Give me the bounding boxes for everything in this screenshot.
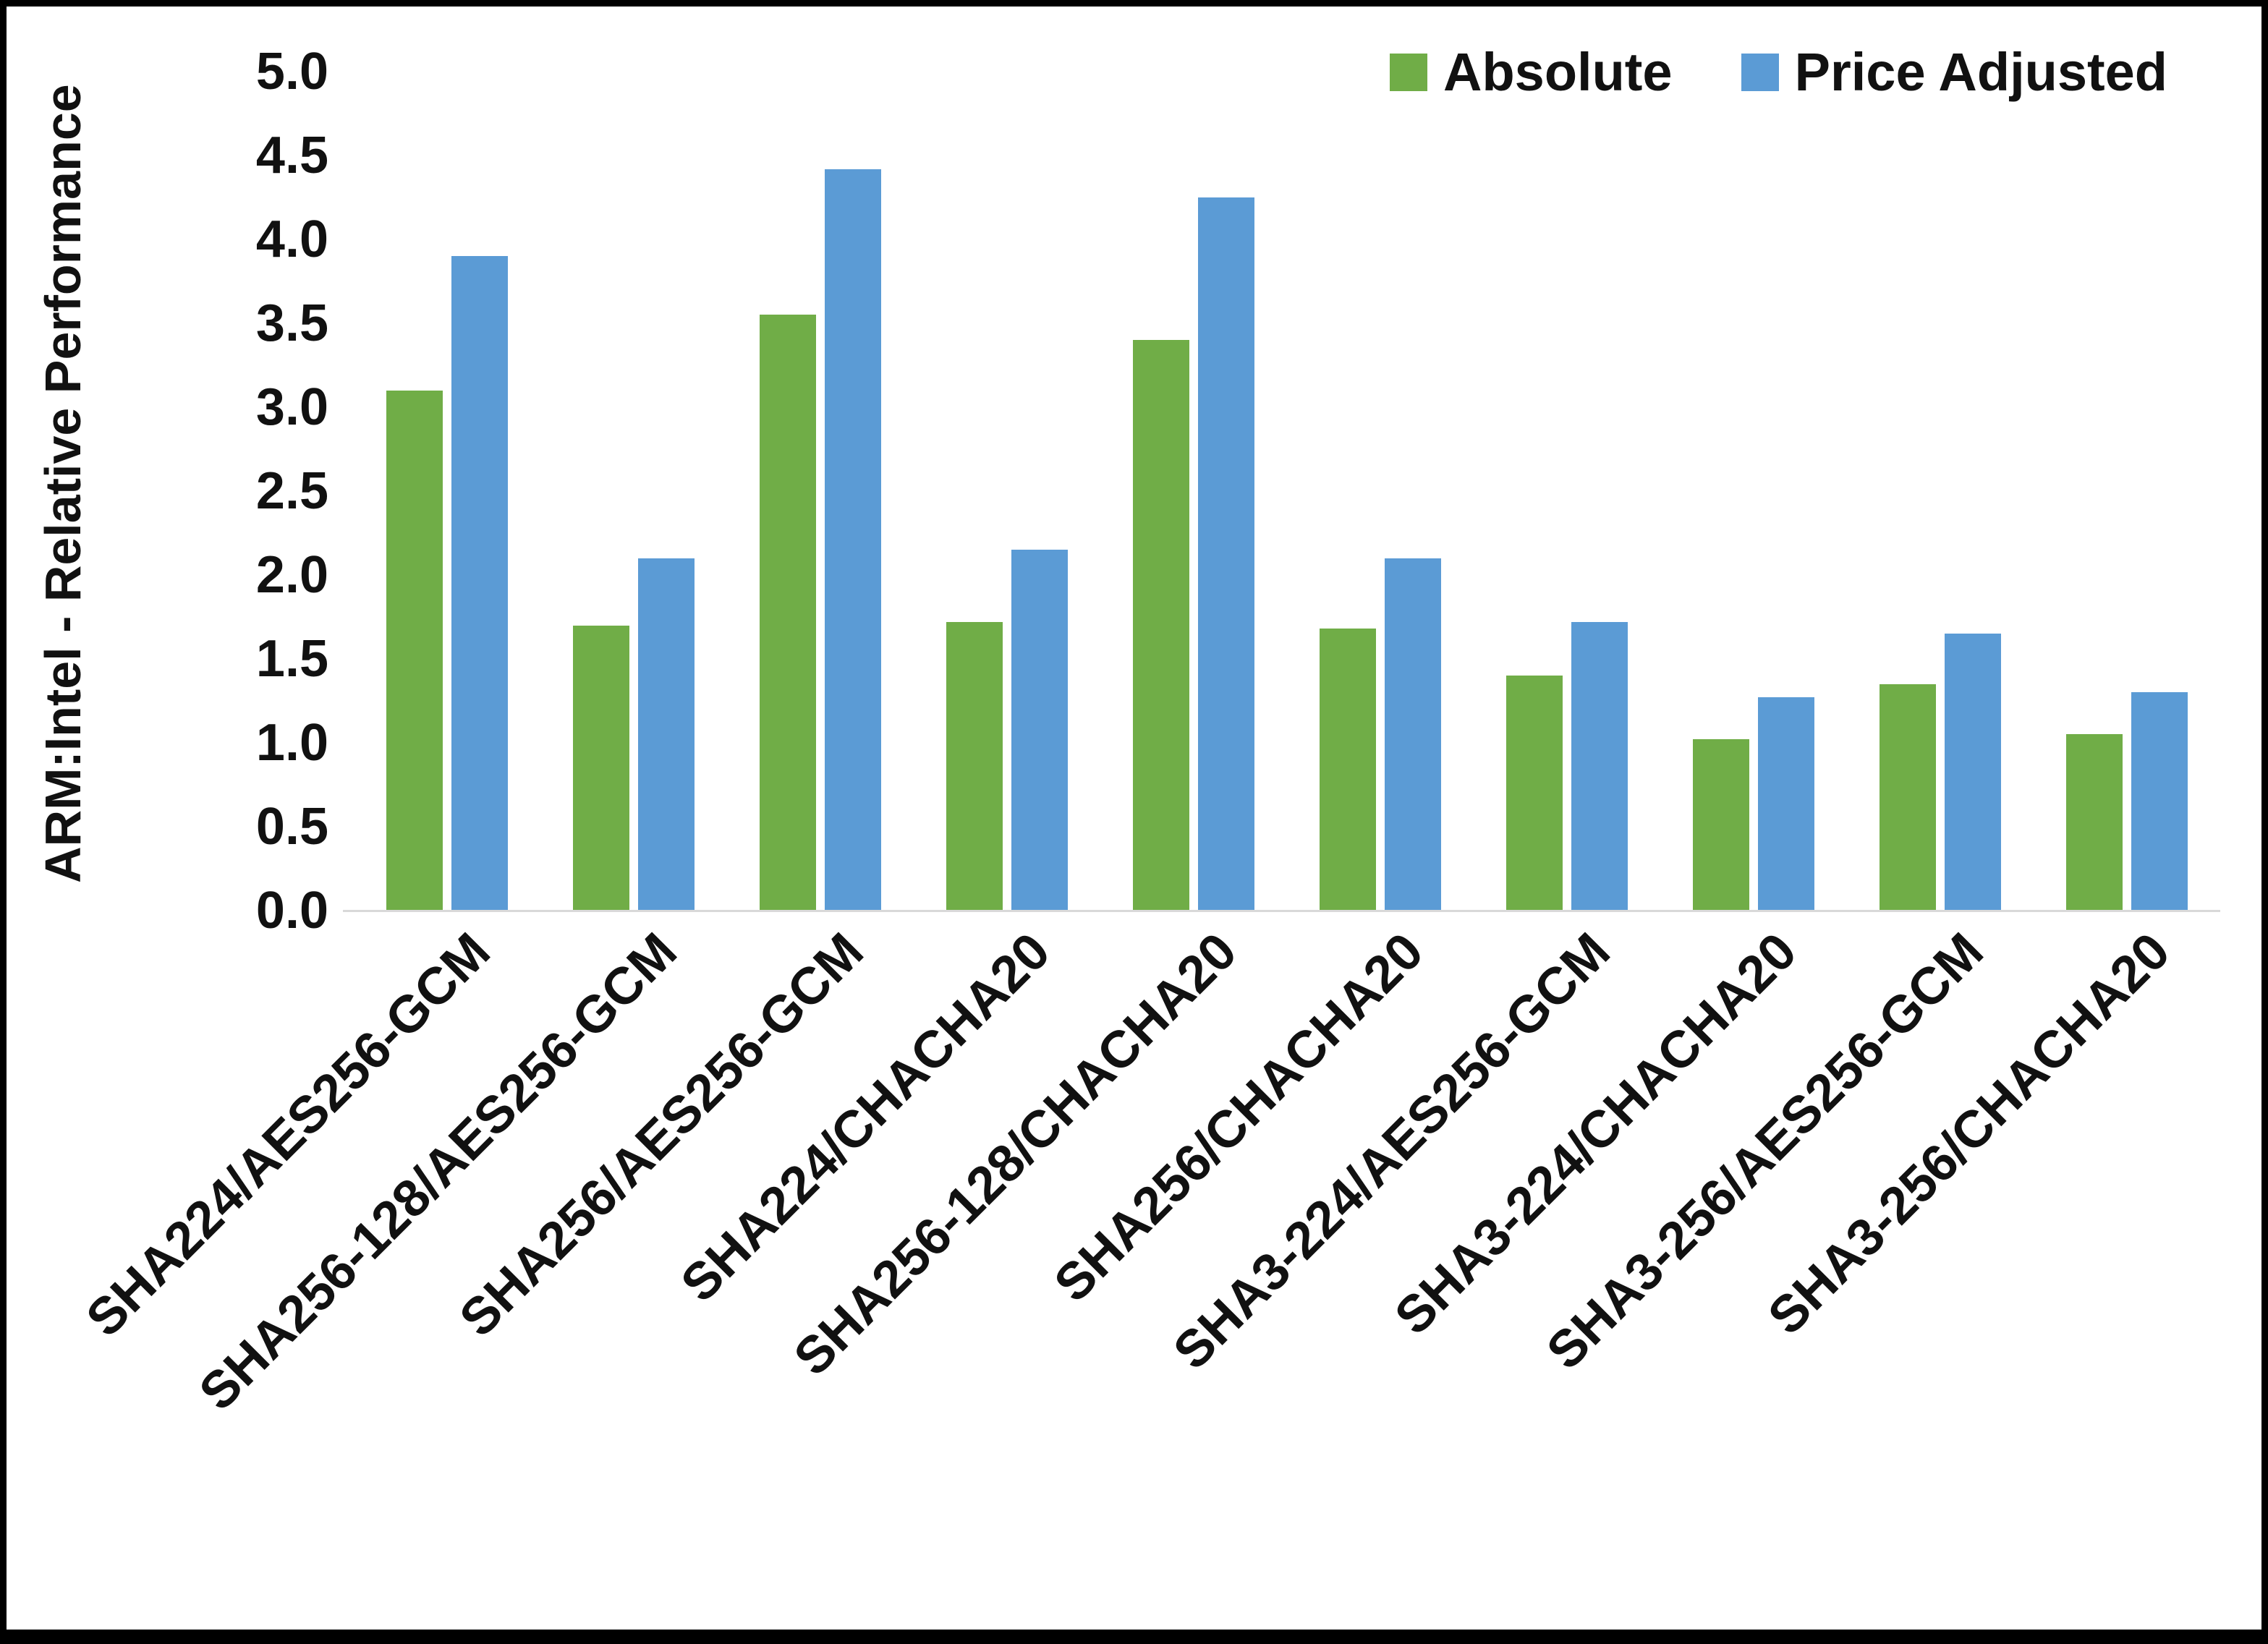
legend: Absolute Price Adjusted bbox=[1390, 41, 2167, 103]
bar-absolute bbox=[1693, 739, 1749, 911]
y-tick-label: 2.5 bbox=[255, 462, 328, 520]
legend-item: Absolute bbox=[1390, 41, 1673, 103]
y-tick-label: 5.0 bbox=[255, 43, 328, 101]
bar-absolute bbox=[946, 621, 1003, 911]
y-tick-label: 0.5 bbox=[255, 798, 328, 856]
bar-absolute bbox=[2066, 734, 2123, 911]
bar-group bbox=[1474, 72, 1660, 911]
bar-absolute bbox=[760, 315, 816, 911]
bar-price-adjusted bbox=[1571, 621, 1628, 911]
legend-swatch-icon bbox=[1390, 53, 1428, 91]
bar-absolute bbox=[1506, 676, 1563, 911]
y-tick-label: 1.5 bbox=[255, 630, 328, 688]
bar-price-adjusted bbox=[1385, 558, 1441, 911]
bar-price-adjusted bbox=[2131, 692, 2188, 911]
bar-price-adjusted bbox=[638, 558, 695, 911]
bar-price-adjusted bbox=[825, 169, 881, 911]
bar-price-adjusted bbox=[1198, 197, 1254, 911]
y-tick-label: 4.5 bbox=[255, 127, 328, 184]
bar-absolute bbox=[573, 625, 629, 911]
bar-group bbox=[2034, 72, 2220, 911]
legend-item: Price Adjusted bbox=[1741, 41, 2167, 103]
bar-group bbox=[1660, 72, 1847, 911]
bar-absolute bbox=[1133, 340, 1189, 911]
bar-absolute bbox=[1880, 683, 1936, 911]
bar-absolute bbox=[1320, 629, 1376, 911]
legend-label: Price Adjusted bbox=[1794, 42, 2167, 102]
y-tick-label: 1.0 bbox=[255, 714, 328, 772]
bar-group bbox=[1287, 72, 1474, 911]
y-axis-title: ARM:Intel - Relative Performance bbox=[35, 84, 91, 884]
bar-group bbox=[727, 72, 914, 911]
bar-groups bbox=[354, 72, 2220, 911]
bar-group bbox=[354, 72, 540, 911]
legend-label: Absolute bbox=[1443, 42, 1673, 102]
legend-swatch-icon bbox=[1741, 53, 1779, 91]
x-axis-line bbox=[343, 910, 2220, 912]
y-tick-label: 4.0 bbox=[255, 210, 328, 268]
bar-absolute bbox=[386, 390, 443, 911]
plot-area bbox=[343, 72, 2220, 912]
bar-price-adjusted bbox=[451, 256, 508, 911]
x-axis-label-cell: SHA3-256/CHACHA20 bbox=[1757, 922, 2220, 1560]
y-tick-label: 3.5 bbox=[255, 294, 328, 352]
bar-group bbox=[914, 72, 1100, 911]
y-tick-label: 3.0 bbox=[255, 378, 328, 436]
x-axis-labels: SHA224/AES256-GCM SHA256-128/AES256-GCM SH… bbox=[76, 922, 2220, 1560]
bar-price-adjusted bbox=[1758, 697, 1814, 911]
bar-price-adjusted bbox=[1945, 634, 2001, 911]
bar-group bbox=[540, 72, 727, 911]
y-axis-ticks: 0.0 0.5 1.0 1.5 2.0 2.5 3.0 3.5 4.0 4.5 5.0 bbox=[166, 46, 328, 937]
y-tick-label: 2.0 bbox=[255, 546, 328, 604]
bar-group bbox=[1847, 72, 2034, 911]
y-tick-label: 0.0 bbox=[255, 882, 328, 940]
bar-price-adjusted bbox=[1011, 550, 1068, 911]
bar-group bbox=[1100, 72, 1287, 911]
